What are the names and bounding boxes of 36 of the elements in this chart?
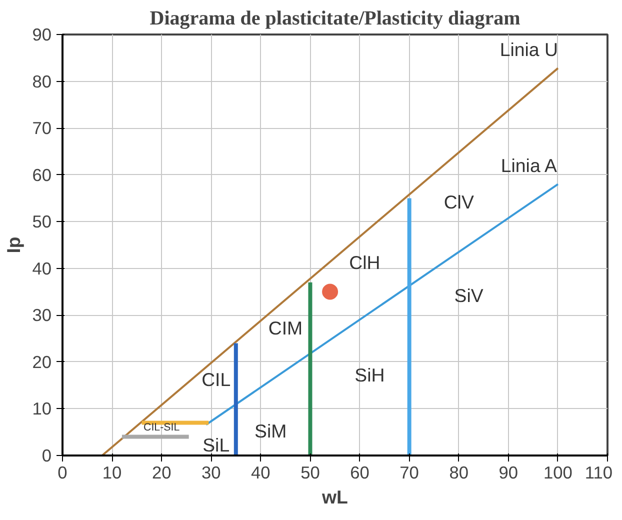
annotation: CIL	[202, 369, 231, 390]
x-tick-label: 60	[350, 462, 370, 482]
x-tick-label: 30	[202, 462, 221, 482]
y-tick-label: 70	[32, 118, 52, 138]
annotation: SiV	[454, 284, 484, 306]
annotation: ClV	[444, 191, 474, 212]
x-tick-label: 40	[251, 462, 270, 482]
y-tick-label: 60	[32, 164, 52, 185]
annotation: SiM	[254, 420, 287, 442]
y-tick-label: 10	[32, 398, 52, 419]
x-tick-label: 110	[584, 462, 613, 482]
series-label: Linia A	[500, 155, 558, 176]
y-tick-label: 30	[32, 305, 52, 326]
y-tick-label: 20	[32, 352, 52, 372]
y-tick-label: 80	[32, 71, 52, 92]
x-axis-title: wL	[321, 486, 348, 508]
y-tick-label: 50	[32, 212, 52, 232]
annotation: ClH	[349, 252, 380, 274]
x-tick-label: 100	[544, 462, 572, 482]
annotation: CIL-SIL	[144, 422, 180, 434]
y-tick-label: 0	[42, 446, 52, 466]
x-tick-label: 50	[300, 462, 320, 482]
annotation: SiL	[202, 434, 230, 456]
x-tick-label: 70	[400, 462, 419, 482]
y-axis-title: Ip	[3, 236, 24, 254]
x-tick-label: 90	[498, 462, 518, 482]
y-tick-label: 90	[32, 24, 52, 44]
x-tick-label: 0	[58, 462, 68, 482]
annotation: CIM	[268, 318, 303, 339]
series-label: Linia U	[500, 39, 558, 60]
x-tick-label: 10	[102, 462, 122, 482]
chart-title: Diagrama de plasticitate/Plasticity diagram	[150, 8, 521, 30]
x-tick-label: 20	[152, 462, 172, 482]
annotation: SiH	[354, 364, 385, 386]
y-tick-label: 40	[32, 258, 52, 278]
x-tick-label: 80	[449, 462, 469, 482]
